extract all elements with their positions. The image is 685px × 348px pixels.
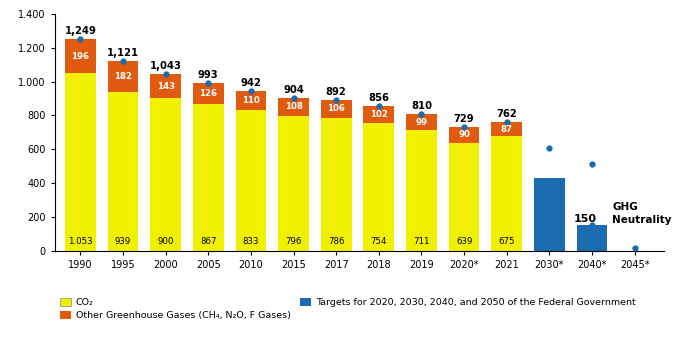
Text: 90: 90 [458, 130, 470, 140]
Text: 993: 993 [198, 70, 219, 80]
Bar [406, 114, 437, 130]
Text: 796: 796 [286, 237, 301, 246]
Bar [278, 98, 309, 116]
Text: GHG
Neutrality: GHG Neutrality [612, 202, 672, 224]
Bar [65, 73, 96, 251]
Bar [406, 130, 437, 251]
Text: 196: 196 [71, 52, 89, 61]
Bar [449, 143, 479, 251]
Text: 856: 856 [369, 93, 389, 103]
Bar [108, 92, 138, 251]
Bar [65, 39, 96, 73]
Bar [236, 110, 266, 251]
Text: 87: 87 [501, 125, 513, 134]
Text: 900: 900 [158, 237, 174, 246]
Text: 143: 143 [157, 82, 175, 91]
Bar [491, 136, 522, 251]
Text: 786: 786 [328, 237, 345, 246]
Text: 1,249: 1,249 [64, 26, 97, 37]
Text: 729: 729 [453, 114, 475, 124]
Text: 639: 639 [456, 237, 472, 246]
Text: 833: 833 [242, 237, 259, 246]
Bar [193, 104, 223, 251]
Text: 126: 126 [199, 89, 217, 98]
Text: 108: 108 [284, 102, 303, 111]
Text: 150: 150 [574, 214, 597, 224]
Bar [150, 74, 181, 98]
Bar [193, 83, 223, 104]
Text: 939: 939 [115, 237, 131, 246]
Text: 762: 762 [497, 109, 517, 119]
Bar [364, 123, 394, 251]
Text: 711: 711 [413, 237, 429, 246]
Text: 904: 904 [283, 85, 304, 95]
Legend: CO₂, Other Greenhouse Gases (CH₄, N₂O, F Gases), Targets for 2020, 2030, 2040, a: CO₂, Other Greenhouse Gases (CH₄, N₂O, F… [60, 298, 636, 320]
Text: 110: 110 [242, 96, 260, 105]
Bar [150, 98, 181, 251]
Text: 754: 754 [371, 237, 387, 246]
Bar [236, 91, 266, 110]
Bar [449, 127, 479, 143]
Text: 942: 942 [240, 78, 262, 88]
Bar [534, 178, 564, 251]
Bar [278, 116, 309, 251]
Text: 1.053: 1.053 [68, 237, 92, 246]
Bar [108, 61, 138, 92]
Text: 892: 892 [326, 87, 347, 97]
Text: 810: 810 [411, 101, 432, 111]
Bar [491, 122, 522, 136]
Text: 182: 182 [114, 72, 132, 81]
Text: 1,043: 1,043 [150, 61, 182, 71]
Bar [321, 100, 351, 118]
Text: 106: 106 [327, 104, 345, 113]
Text: 867: 867 [200, 237, 216, 246]
Bar [321, 118, 351, 251]
Text: 1,121: 1,121 [107, 48, 139, 58]
Bar [577, 225, 608, 251]
Text: 675: 675 [499, 237, 515, 246]
Bar [364, 106, 394, 123]
Text: 99: 99 [415, 118, 427, 127]
Text: 102: 102 [370, 110, 388, 119]
